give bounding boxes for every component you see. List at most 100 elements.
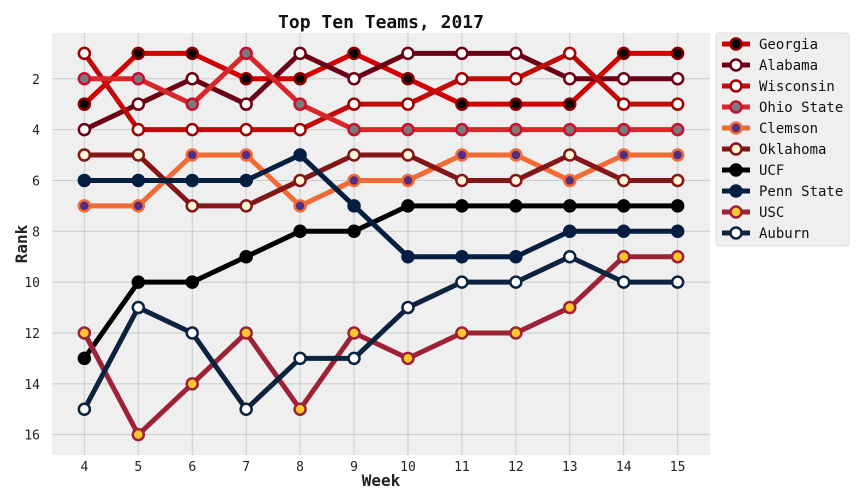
series-ucf bbox=[77, 199, 685, 366]
data-point-ucf bbox=[293, 224, 307, 239]
data-point-georgia bbox=[293, 72, 307, 86]
y-tick-label: 12 bbox=[24, 327, 40, 342]
legend-label-ucf: UCF bbox=[759, 163, 784, 179]
data-point-wisconsin bbox=[77, 46, 92, 61]
series-line-usc bbox=[82, 254, 678, 438]
y-tick-label: 2 bbox=[32, 73, 40, 88]
data-point-auburn bbox=[455, 275, 469, 289]
y-tick-label: 14 bbox=[24, 378, 40, 393]
legend-label-alabama: Alabama bbox=[759, 58, 818, 74]
data-point-oklahoma bbox=[185, 199, 199, 213]
data-point-auburn bbox=[239, 402, 253, 416]
x-tick-label: 11 bbox=[454, 460, 470, 475]
x-axis-label: Week bbox=[362, 471, 401, 490]
data-point-usc bbox=[131, 427, 146, 442]
data-point-wisconsin bbox=[401, 97, 415, 111]
data-point-penn-state bbox=[347, 199, 361, 213]
data-point-usc bbox=[77, 326, 92, 340]
data-point-penn-state bbox=[293, 148, 307, 162]
data-point-ucf bbox=[77, 351, 92, 366]
data-point-usc bbox=[401, 351, 415, 366]
data-point-wisconsin bbox=[293, 122, 307, 137]
legend-marker-clemson bbox=[729, 121, 743, 135]
x-tick-label: 14 bbox=[616, 460, 632, 475]
data-point-ucf bbox=[563, 199, 577, 213]
data-point-auburn bbox=[293, 351, 307, 366]
x-tick-label: 15 bbox=[670, 460, 686, 475]
data-point-alabama bbox=[185, 72, 199, 86]
data-point-auburn bbox=[616, 275, 631, 289]
data-point-usc bbox=[239, 326, 253, 340]
data-point-auburn bbox=[563, 249, 577, 264]
legend: Georgia Alabama Wisconsin Ohio State Clemson… bbox=[715, 32, 850, 247]
data-point-clemson bbox=[563, 173, 577, 188]
legend-marker-usc bbox=[729, 205, 743, 219]
series-alabama bbox=[77, 46, 685, 137]
data-point-alabama bbox=[670, 72, 685, 86]
legend-label-wisconsin: Wisconsin bbox=[759, 79, 835, 95]
data-point-usc bbox=[347, 326, 361, 340]
data-point-penn-state bbox=[455, 249, 469, 264]
legend-marker-georgia bbox=[729, 37, 743, 51]
data-point-georgia bbox=[455, 97, 469, 111]
x-tick-label: 10 bbox=[400, 460, 416, 475]
y-tick-label: 10 bbox=[24, 276, 40, 291]
data-point-penn-state bbox=[77, 173, 92, 188]
legend-label-georgia: Georgia bbox=[759, 37, 818, 53]
series-usc bbox=[77, 249, 685, 442]
series-line-auburn bbox=[82, 254, 678, 412]
data-point-clemson bbox=[509, 148, 523, 162]
data-point-georgia bbox=[131, 46, 146, 61]
legend-label-auburn: Auburn bbox=[759, 226, 810, 242]
data-point-wisconsin bbox=[239, 122, 253, 137]
data-point-ohio-state bbox=[616, 122, 631, 137]
data-point-penn-state bbox=[616, 224, 631, 239]
data-point-clemson bbox=[347, 173, 361, 188]
series-line-clemson bbox=[84, 152, 678, 209]
data-point-penn-state bbox=[509, 249, 523, 264]
series-clemson bbox=[77, 148, 685, 213]
data-point-ucf bbox=[616, 199, 631, 213]
series-line-ucf bbox=[82, 203, 678, 360]
legend-marker-oklahoma bbox=[729, 142, 743, 156]
legend-marker-ucf bbox=[729, 163, 743, 177]
data-point-ucf bbox=[239, 249, 253, 264]
series-line-penn-state bbox=[84, 152, 678, 260]
data-point-ohio-state bbox=[455, 122, 469, 137]
data-point-oklahoma bbox=[77, 148, 92, 162]
x-tick-labels: 4 5 6 7 8 9 10 11 12 13 14 15 bbox=[80, 460, 685, 475]
data-point-oklahoma bbox=[616, 173, 631, 188]
data-point-ucf bbox=[455, 199, 469, 213]
data-point-wisconsin bbox=[509, 72, 523, 86]
data-point-oklahoma bbox=[239, 199, 253, 213]
data-point-usc bbox=[293, 402, 307, 416]
data-point-oklahoma bbox=[131, 148, 146, 162]
data-point-wisconsin bbox=[185, 122, 199, 137]
x-tick-label: 5 bbox=[134, 460, 142, 475]
data-point-penn-state bbox=[185, 173, 199, 188]
legend-marker-auburn bbox=[729, 226, 743, 240]
data-point-ohio-state bbox=[239, 46, 253, 61]
legend-label-oklahoma: Oklahoma bbox=[759, 142, 826, 158]
data-point-auburn bbox=[509, 275, 523, 289]
data-point-clemson bbox=[293, 199, 307, 213]
data-point-wisconsin bbox=[131, 122, 146, 137]
data-point-wisconsin bbox=[347, 97, 361, 111]
series-oklahoma bbox=[77, 148, 685, 213]
data-point-alabama bbox=[616, 72, 631, 86]
data-point-oklahoma bbox=[401, 148, 415, 162]
data-point-auburn bbox=[401, 300, 415, 315]
data-point-usc bbox=[563, 300, 577, 315]
legend-label-ohio-state: Ohio State bbox=[759, 100, 843, 116]
y-tick-label: 4 bbox=[32, 124, 40, 139]
data-point-clemson bbox=[77, 199, 92, 213]
data-point-alabama bbox=[563, 72, 577, 86]
data-point-georgia bbox=[77, 97, 92, 111]
x-tick-label: 12 bbox=[508, 460, 524, 475]
x-tick-label: 7 bbox=[242, 460, 250, 475]
legend-marker-penn-state bbox=[729, 184, 743, 198]
legend-label-usc: USC bbox=[759, 205, 784, 221]
data-point-penn-state bbox=[563, 224, 577, 239]
data-point-penn-state bbox=[131, 173, 146, 188]
y-tick-label: 16 bbox=[24, 429, 40, 444]
